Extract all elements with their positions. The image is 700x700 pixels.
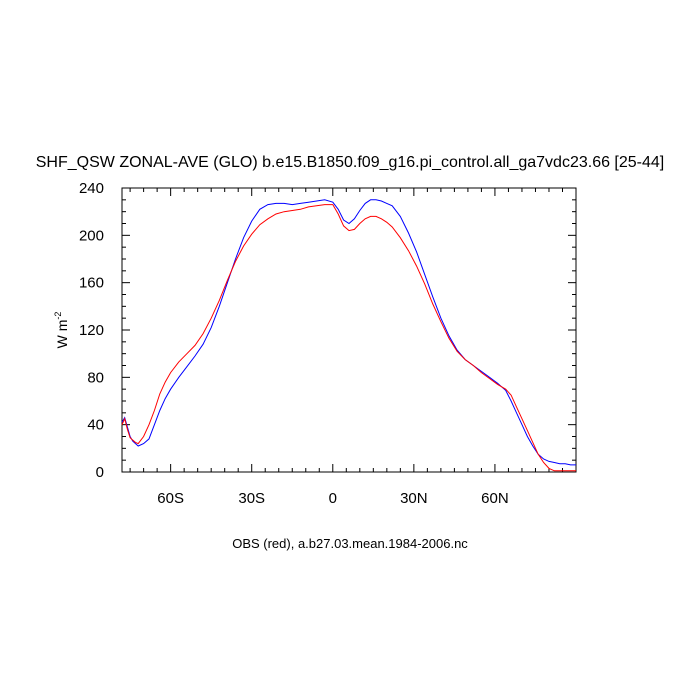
series-line-1 — [121, 199, 576, 466]
y-tick-label: 160 — [79, 275, 104, 292]
y-axis-label-units: W m — [54, 320, 70, 349]
x-tick-label: 60N — [481, 490, 509, 507]
y-tick-label: 120 — [79, 322, 104, 339]
chart-caption: OBS (red), a.b27.03.mean.1984-2006.nc — [232, 536, 468, 551]
series-line-2 — [121, 204, 576, 472]
y-axis-label: W m-2 — [53, 312, 70, 349]
y-tick-labels: 0 40 80 120 160 200 240 — [79, 180, 104, 481]
y-axis-label-exponent: -2 — [53, 312, 63, 320]
y-tick-label: 40 — [87, 417, 104, 434]
x-tick-label: 60S — [157, 490, 184, 507]
y-tick-label: 80 — [87, 369, 104, 386]
y-tick-label: 240 — [79, 180, 104, 197]
minor-ticks — [122, 188, 576, 472]
x-tick-labels: 60S 30S 0 30N 60N — [157, 490, 508, 507]
x-tick-label: 30S — [238, 490, 265, 507]
y-tick-label: 0 — [96, 464, 104, 481]
x-tick-label: 30N — [400, 490, 428, 507]
y-tick-label: 200 — [79, 227, 104, 244]
x-tick-label: 0 — [329, 490, 337, 507]
chart-title: SHF_QSW ZONAL-AVE (GLO) b.e15.B1850.f09_… — [36, 154, 665, 171]
major-ticks — [122, 187, 576, 473]
series-lines — [121, 199, 576, 472]
plot-area — [121, 187, 577, 473]
